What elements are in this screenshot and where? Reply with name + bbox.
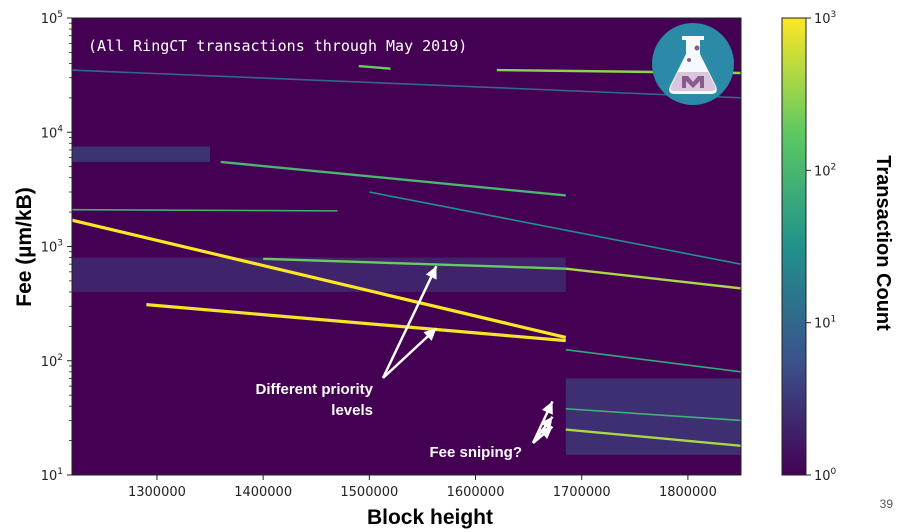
chart-subtitle: (All RingCT transactions through May 201… — [88, 37, 467, 55]
heatmap-band-2 — [263, 257, 566, 270]
heatmap-bands — [72, 64, 741, 448]
colorbar-label: Transaction Count — [872, 155, 894, 331]
colorbar — [781, 17, 807, 476]
arrow-head — [540, 416, 553, 430]
heatmap-band-7 — [565, 428, 741, 448]
y-axis-label: Fee (µm/kB) — [13, 187, 36, 306]
x-axis: 1300000 1400000 1500000 1600000 1700000 18000… — [128, 475, 717, 500]
x-tick-label: 1600000 — [447, 485, 505, 500]
y-axis: 101 102 103 104 105 — [41, 10, 72, 484]
heatmap-band-11 — [358, 64, 391, 70]
heatmap-band-0 — [72, 218, 567, 339]
sniping-arrows — [531, 400, 554, 444]
y-tick-label: 105 — [41, 10, 63, 27]
arrow-head — [425, 266, 437, 280]
heatmap-band-1 — [146, 303, 566, 343]
flask-logo-icon — [652, 23, 734, 105]
x-tick-label: 1400000 — [234, 485, 292, 500]
heatmap-regions — [72, 146, 741, 455]
y-tick-label: 104 — [41, 124, 64, 141]
heatmap-band-4 — [220, 160, 566, 197]
x-axis-label: Block height — [367, 506, 493, 529]
y-tick-label: 103 — [41, 239, 63, 256]
x-tick-label: 1800000 — [659, 485, 717, 500]
heatmap-band-3 — [565, 267, 741, 290]
heatmap-band-9 — [72, 208, 338, 212]
heatmap-region-1 — [72, 257, 566, 292]
annotation-text-3: Fee sniping? — [429, 444, 522, 461]
heatmap-region-0 — [72, 146, 211, 162]
annotation-text-2: levels — [331, 402, 373, 419]
heatmap-band-10 — [72, 69, 741, 99]
heatmap-band-8 — [565, 407, 741, 422]
y-tick-label: 102 — [41, 353, 63, 370]
page-number: 39 — [880, 497, 894, 511]
heatmap-band-6 — [565, 348, 741, 373]
priority-arrows — [381, 265, 438, 379]
colorbar-ticks: 100 101 102 103 — [806, 10, 837, 484]
colorbar-tick-label: 101 — [814, 315, 836, 332]
annotation-priority-levels: Different priority levels — [255, 265, 438, 419]
arrow-head — [541, 401, 553, 415]
colorbar-tick-label: 100 — [814, 467, 837, 484]
x-tick-label: 1700000 — [553, 485, 611, 500]
x-tick-label: 1300000 — [128, 485, 186, 500]
annotation-fee-sniping: Fee sniping? — [429, 400, 554, 461]
arrow-shaft — [381, 265, 438, 379]
arrow-head — [539, 426, 553, 440]
heatmap-band-5 — [369, 191, 741, 265]
arrow-head — [423, 328, 437, 341]
x-tick-label: 1500000 — [340, 485, 398, 500]
y-tick-label: 101 — [41, 467, 63, 484]
arrow-shaft — [382, 327, 438, 379]
colorbar-tick-label: 103 — [814, 10, 836, 27]
annotation-text-1: Different priority — [255, 381, 373, 398]
colorbar-tick-label: 102 — [814, 162, 836, 179]
